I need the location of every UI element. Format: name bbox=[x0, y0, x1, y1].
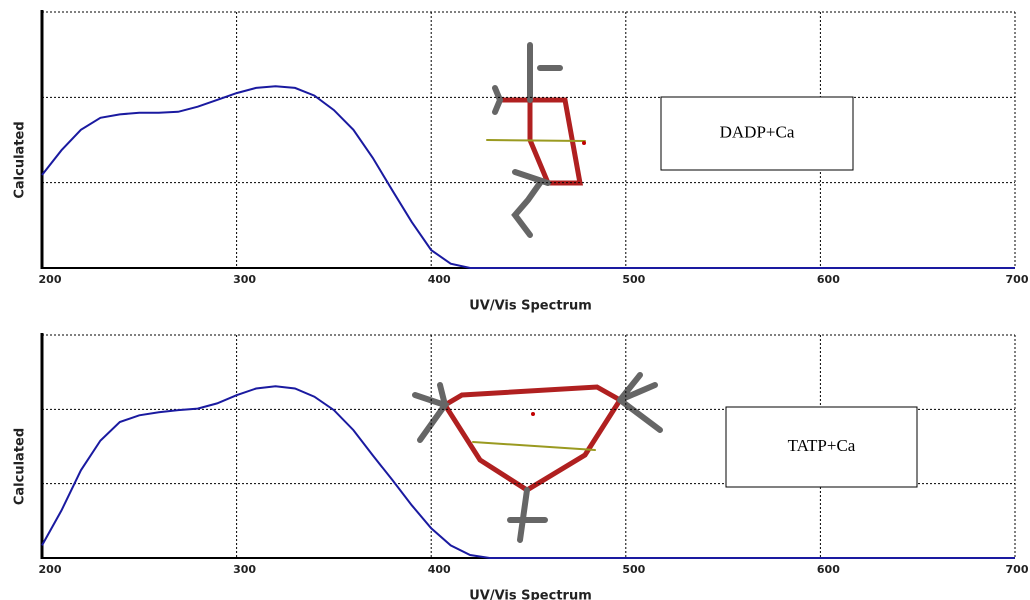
y-axis-label: Calculated bbox=[13, 121, 28, 198]
x-tick-label: 400 bbox=[428, 563, 451, 576]
x-tick-label: 500 bbox=[622, 563, 645, 576]
x-axis-label: UV/Vis Spectrum bbox=[469, 589, 592, 600]
y-axis-label: Calculated bbox=[13, 428, 28, 505]
x-tick-label: 200 bbox=[39, 273, 62, 286]
x-tick-label: 700 bbox=[1006, 563, 1029, 576]
x-tick-label: 400 bbox=[428, 273, 451, 286]
molecule-tatp bbox=[415, 375, 660, 540]
x-tick-label: 600 bbox=[817, 273, 840, 286]
molecule-dadp bbox=[487, 45, 586, 235]
x-tick-label: 300 bbox=[233, 563, 256, 576]
x-tick-label: 300 bbox=[233, 273, 256, 286]
x-axis-label: UV/Vis Spectrum bbox=[469, 299, 592, 314]
x-tick-label: 200 bbox=[39, 563, 62, 576]
annotation: DADP+Ca bbox=[720, 122, 795, 141]
figure: 200 300 400 500 600 700 UV/Vis Spectrum Calcula… bbox=[0, 0, 1030, 600]
x-tick-label: 500 bbox=[622, 273, 645, 286]
x-tick-label: 700 bbox=[1006, 273, 1029, 286]
x-tick-label: 600 bbox=[817, 563, 840, 576]
annotation: TATP+Ca bbox=[788, 436, 856, 455]
